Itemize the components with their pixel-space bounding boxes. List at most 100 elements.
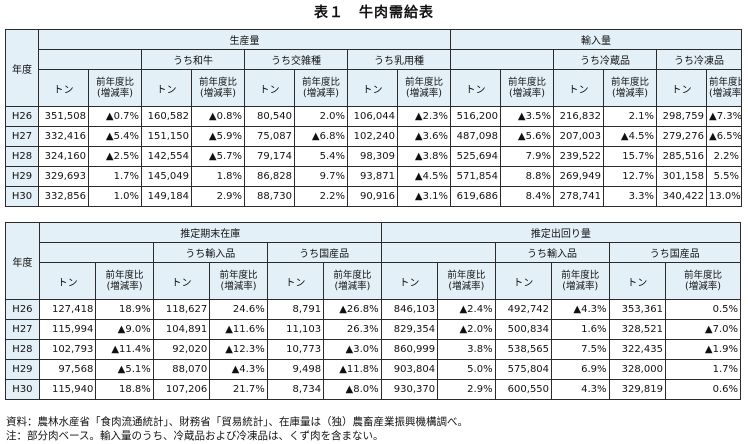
ton-cell: 151,150 (141, 126, 192, 147)
stock-header: 推定期末在庫 (38, 222, 382, 243)
ton-cell: 98,309 (347, 146, 398, 167)
ton-cell: 538,565 (494, 339, 553, 360)
yoy-cell: ▲7.3% (705, 106, 743, 127)
yoy-header: 前年度比(増減率) (397, 69, 451, 107)
ton-header: トン (347, 69, 398, 107)
ton-header: トン (380, 262, 439, 300)
ton-cell: 142,554 (141, 146, 192, 167)
ton-cell: 80,540 (244, 106, 295, 127)
ton-cell: 93,871 (347, 166, 398, 187)
ton-cell: 575,804 (494, 359, 553, 380)
yoy-cell: ▲6.8% (294, 126, 348, 147)
yoy-cell: ▲5.4% (88, 126, 142, 147)
year-cell: H28 (5, 146, 39, 167)
ton-cell: 487,098 (450, 126, 501, 147)
ton-cell: 8,734 (266, 379, 325, 400)
yoy-cell: ▲3.1% (397, 186, 451, 207)
supply-demand-table-stock-shipments: 年度 推定期末在庫 推定出回り量 うち輸入品 うち国産品 うち輸入品 うち国産品… (5, 222, 742, 400)
ton-cell: 8,791 (266, 299, 325, 320)
footnote: 注：部分肉ベース。輸入量のうち、冷蔵品および冷凍品は、くず肉を含まない。 (6, 430, 384, 442)
table-row: H30 115,940 18.8% 107,206 21.7% 8,734 ▲8.0% 930… (5, 379, 742, 400)
ton-cell: 298,759 (656, 106, 707, 127)
ton-cell: 525,694 (450, 146, 501, 167)
year-cell: H28 (5, 339, 40, 360)
yoy-cell: 24.6% (209, 299, 268, 320)
yoy-cell: 8.4% (500, 186, 554, 207)
yoy-cell: ▲1.9% (664, 339, 742, 360)
yoy-cell: ▲4.5% (603, 126, 657, 147)
ton-header: トン (141, 69, 192, 107)
table-row: H29 97,568 ▲5.1% 88,070 ▲4.3% 9,498 ▲11.8% 903,… (5, 359, 742, 380)
ton-cell: 102,240 (347, 126, 398, 147)
wagyu-header: うち和牛 (141, 49, 245, 70)
ton-cell: 104,891 (152, 319, 211, 340)
yoy-cell: 15.7% (603, 146, 657, 167)
yoy-cell: ▲12.3% (209, 339, 268, 360)
yoy-header: 前年度比(増減率) (323, 262, 382, 300)
ton-cell: 86,828 (244, 166, 295, 187)
year-cell: H26 (5, 106, 39, 127)
yoy-cell: ▲0.7% (88, 106, 142, 127)
yoy-cell: 0.6% (664, 379, 742, 400)
year-cell: H27 (5, 126, 39, 147)
ton-cell: 279,276 (656, 126, 707, 147)
table-row: H27 332,416 ▲5.4% 151,150 ▲5.9% 75,087 ▲6.8% 10… (5, 126, 743, 147)
yoy-cell: ▲11.4% (95, 339, 154, 360)
crossbred-header: うち交雑種 (244, 49, 348, 70)
ton-cell: 619,686 (450, 186, 501, 207)
yoy-cell: 8.8% (500, 166, 554, 187)
yoy-cell: 5.5% (705, 166, 743, 187)
ton-cell: 97,568 (38, 359, 97, 380)
shipment-domestic-header: うち国産品 (608, 242, 741, 263)
ton-cell: 846,103 (380, 299, 439, 320)
yoy-header: 前年度比(増減率) (551, 262, 610, 300)
yoy-cell: 21.7% (209, 379, 268, 400)
imports-header: 輸入量 (449, 29, 743, 50)
ton-cell: 107,206 (152, 379, 211, 400)
ton-cell: 118,627 (152, 299, 211, 320)
year-header: 年度 (5, 222, 40, 300)
yoy-cell: ▲5.7% (191, 146, 245, 167)
yoy-cell: 12.7% (603, 166, 657, 187)
ton-cell: 115,994 (38, 319, 97, 340)
ton-cell: 285,516 (656, 146, 707, 167)
ton-cell: 332,856 (38, 186, 89, 207)
ton-cell: 516,200 (450, 106, 501, 127)
ton-cell: 353,361 (608, 299, 666, 320)
dairy-header: うち乳用種 (347, 49, 451, 70)
yoy-cell: ▲3.0% (323, 339, 382, 360)
yoy-header: 前年度比(増減率) (437, 262, 496, 300)
ton-cell: 329,693 (38, 166, 89, 187)
yoy-cell: 3.3% (603, 186, 657, 207)
ton-cell: 500,834 (494, 319, 553, 340)
ton-header: トン (494, 262, 553, 300)
year-cell: H26 (5, 299, 40, 320)
ton-cell: 492,742 (494, 299, 553, 320)
ton-cell: 322,435 (608, 339, 666, 360)
yoy-cell: 1.6% (551, 319, 610, 340)
yoy-cell: 1.0% (88, 186, 142, 207)
table-row: H28 102,793 ▲11.4% 92,020 ▲12.3% 10,773 ▲3.0% 8… (5, 339, 742, 360)
ton-header: トン (656, 69, 707, 107)
ton-cell: 92,020 (152, 339, 211, 360)
ton-header: トン (608, 262, 666, 300)
yoy-header: 前年度比(増減率) (191, 69, 245, 107)
ton-cell: 88,070 (152, 359, 211, 380)
ton-cell: 106,044 (347, 106, 398, 127)
yoy-cell: ▲26.8% (323, 299, 382, 320)
yoy-cell: ▲2.0% (437, 319, 496, 340)
yoy-header: 前年度比(増減率) (705, 69, 743, 107)
yoy-cell: 13.0% (705, 186, 743, 207)
supply-demand-table-production-imports: 年度 生産量 輸入量 うち和牛 うち交雑種 うち乳用種 うち冷蔵品 うち冷凍品 … (5, 29, 743, 207)
ton-cell: 10,773 (266, 339, 325, 360)
yoy-cell: 1.7% (664, 359, 742, 380)
table-row: H28 324,160 ▲2.5% 142,554 ▲5.7% 79,174 5.4% 98,… (5, 146, 743, 167)
yoy-cell: 2.2% (705, 146, 743, 167)
ton-cell: 145,049 (141, 166, 192, 187)
yoy-cell: ▲3.6% (397, 126, 451, 147)
yoy-cell: 2.1% (603, 106, 657, 127)
yoy-cell: 1.7% (88, 166, 142, 187)
ton-cell: 79,174 (244, 146, 295, 167)
yoy-cell: ▲6.5% (705, 126, 743, 147)
ton-cell: 829,354 (380, 319, 439, 340)
